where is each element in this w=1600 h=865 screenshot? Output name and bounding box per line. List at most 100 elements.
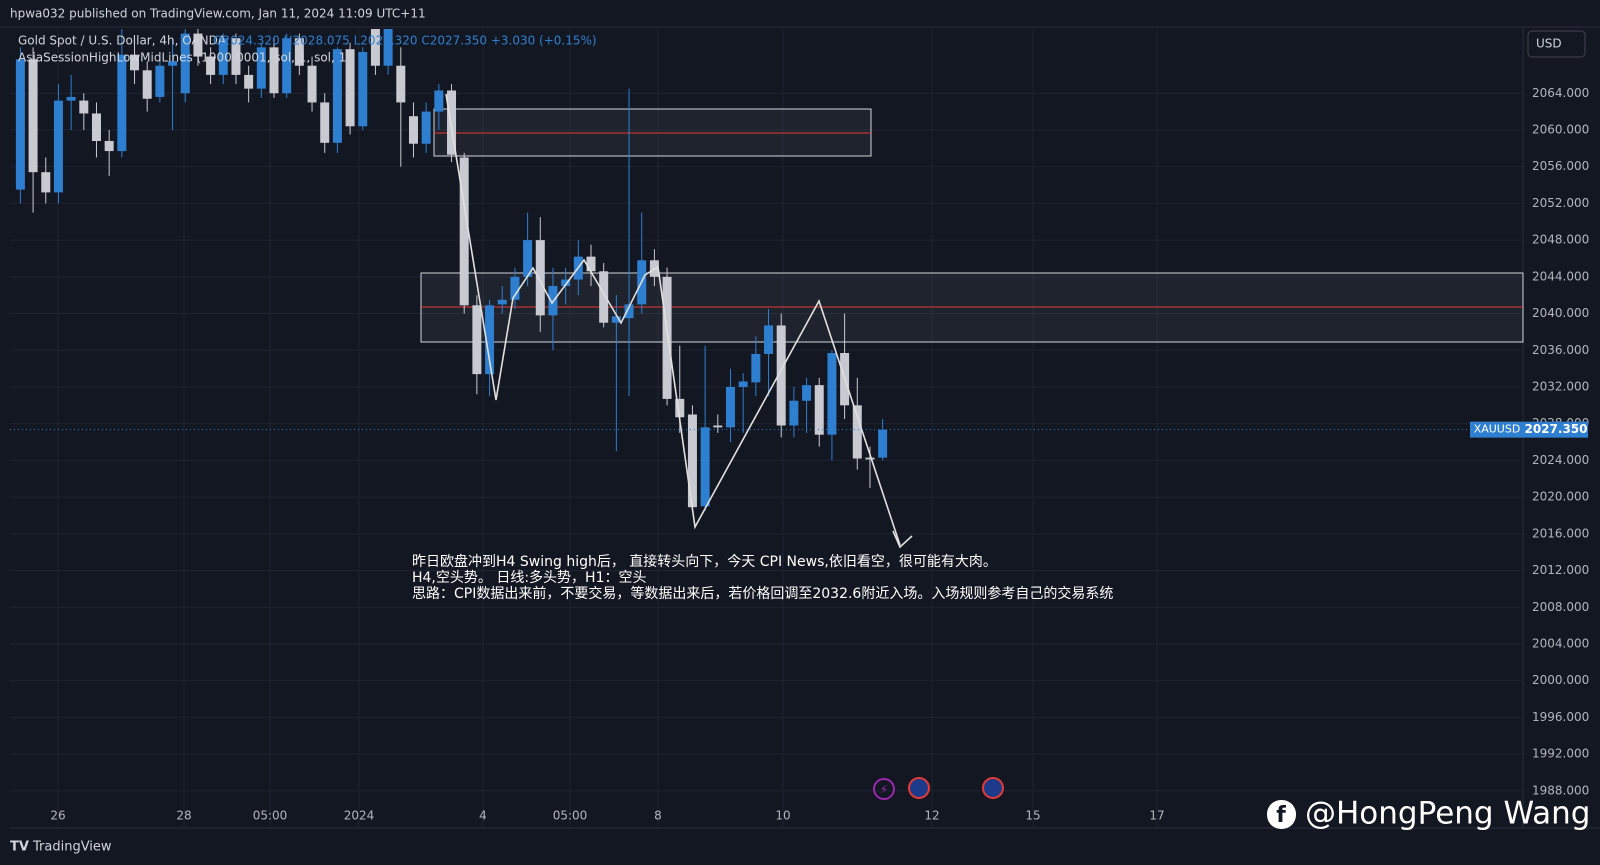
candle-body (231, 38, 241, 75)
indicator-legend: AsiaSessionHighLowMidLines (1900-0001, s… (18, 51, 346, 65)
y-tick-label: 2000.000 (1532, 673, 1589, 687)
watermark: @HongPeng Wang (1305, 796, 1590, 832)
candle-body (485, 305, 495, 375)
candle-body (535, 240, 545, 316)
candle-body (206, 56, 216, 75)
candle-body (447, 90, 457, 155)
event-icon[interactable] (873, 778, 895, 800)
candle-body (802, 385, 812, 401)
symbol-title: Gold Spot / U.S. Dollar, 4h, OANDA (18, 34, 227, 48)
x-tick-label: 05:00 (553, 809, 588, 823)
candle-body (320, 102, 330, 143)
candle-body (814, 385, 824, 435)
y-tick-label: 2064.000 (1532, 86, 1589, 100)
candle-body (523, 240, 533, 277)
candle-body (28, 59, 38, 173)
x-tick-label: 8 (654, 809, 662, 823)
symbol-tag-text: XAUUSD (1474, 423, 1521, 436)
candle-body (66, 96, 76, 101)
candle-body (421, 111, 431, 144)
candle-body (662, 276, 672, 399)
candle-body (282, 38, 292, 94)
y-tick-label: 2052.000 (1532, 196, 1589, 210)
candle-body (307, 65, 317, 103)
candle-body (332, 49, 342, 143)
candle-body (345, 49, 355, 127)
y-tick-label: 2036.000 (1532, 343, 1589, 357)
x-tick-label: 15 (1025, 809, 1040, 823)
x-tick-label: 12 (924, 809, 939, 823)
candle-body (611, 316, 621, 323)
x-tick-label: 4 (479, 809, 487, 823)
candle-body (852, 405, 862, 459)
x-tick-label: 28 (176, 809, 191, 823)
event-flag[interactable] (982, 777, 1004, 799)
candle-body (497, 299, 507, 305)
candle-body (358, 51, 368, 127)
candle-body (79, 100, 89, 114)
facebook-icon (1267, 800, 1296, 829)
y-tick-label: 2048.000 (1532, 233, 1589, 247)
y-tick-label: 2012.000 (1532, 563, 1589, 577)
y-tick-label: 2044.000 (1532, 269, 1589, 283)
candle-body (878, 429, 888, 458)
candle-body (104, 140, 114, 152)
annotation-line: 思路：CPI数据出来前，不要交易，等数据出来后，若价格回调至2032.6附近入场… (412, 585, 1113, 602)
y-tick-label: 1992.000 (1532, 747, 1589, 761)
candle-body (687, 414, 697, 508)
event-icon-glyph: ⚡ (880, 783, 888, 797)
candle-body (675, 398, 685, 418)
candle-body (472, 305, 482, 375)
currency[interactable]: USD (1536, 37, 1562, 51)
candle-body (700, 427, 710, 507)
candle-body (41, 172, 51, 193)
y-tick-label: 2056.000 (1532, 159, 1589, 173)
facebook-glyph: f (1276, 803, 1286, 828)
candle-body (459, 157, 469, 306)
candle-body (117, 54, 127, 152)
candle-body (294, 38, 304, 66)
candle-body (155, 65, 165, 97)
candle-body (827, 353, 837, 435)
y-tick-label: 2020.000 (1532, 490, 1589, 504)
y-tick-label: 2016.000 (1532, 526, 1589, 540)
annotation-line: 昨日欧盘冲到H4 Swing high后， 直接转头向下，今天 CPI News… (412, 553, 997, 570)
y-tick-label: 2024.000 (1532, 453, 1589, 467)
candle-body (142, 70, 152, 99)
candle-body (180, 33, 190, 94)
brand-logo: TV (10, 840, 29, 855)
candle-body (193, 33, 203, 57)
candle-body (168, 61, 178, 66)
candle-body (510, 276, 520, 300)
brand: TradingView (32, 840, 112, 855)
x-tick-label: 10 (775, 809, 790, 823)
candle-body (408, 116, 418, 144)
annotation-line: H4,空头势。 日线:多头势，H1：空头 (412, 569, 647, 586)
y-tick-label: 1996.000 (1532, 710, 1589, 724)
candle-body (130, 54, 140, 71)
candle-body (751, 353, 761, 383)
candle-body (269, 47, 279, 94)
candle-body (244, 74, 254, 89)
candle-body (434, 90, 444, 112)
candle-body (599, 271, 609, 323)
last-price-label: 2027.350 (1524, 422, 1587, 436)
event-flag[interactable] (908, 777, 930, 799)
x-tick-label: 05:00 (253, 809, 288, 823)
candle-body (586, 256, 596, 272)
annotation: 昨日欧盘冲到H4 Swing high后， 直接转头向下，今天 CPI News… (412, 553, 1113, 602)
candle-body (91, 113, 101, 141)
path-drawing (445, 93, 901, 546)
candle-body (624, 304, 634, 319)
candle-body (738, 381, 748, 387)
grid (10, 29, 1523, 828)
candle-body (725, 386, 735, 428)
candle-body (370, 29, 380, 66)
last-price-tag (1524, 421, 1588, 438)
currency-button[interactable] (1527, 30, 1586, 58)
y-tick-label: 1988.000 (1532, 783, 1589, 797)
candle-body (865, 457, 875, 460)
